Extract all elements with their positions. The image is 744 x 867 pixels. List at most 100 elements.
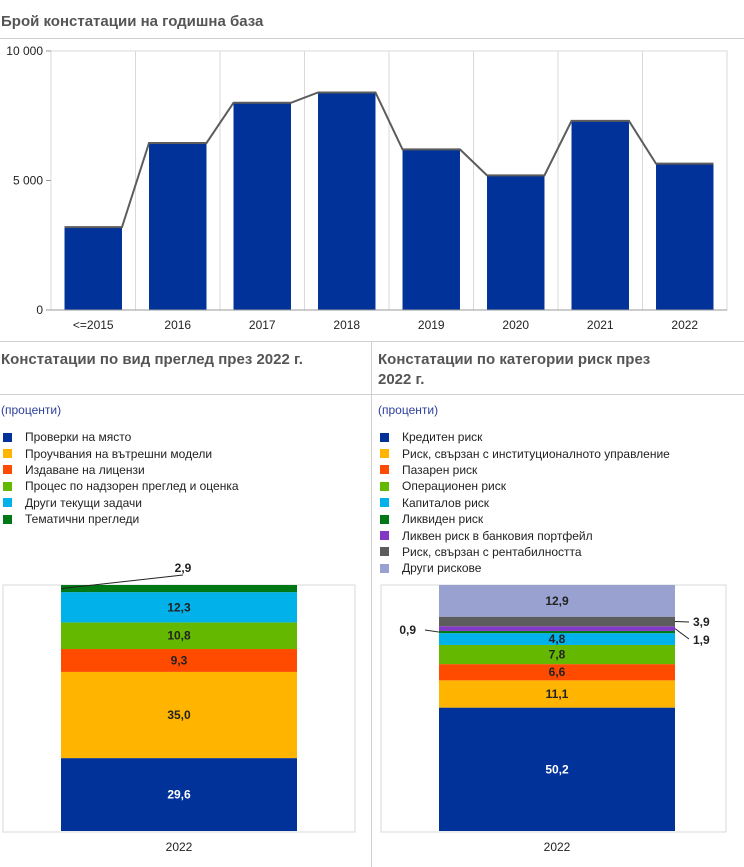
- legend-label: Операционен риск: [402, 479, 506, 494]
- legend-label: Проучвания на вътрешни модели: [25, 446, 213, 461]
- x-tick-label: 2020: [502, 318, 529, 332]
- left-stacked-bar-chart: 29,6 35,0 9,3 10,8 12,3 2,9 2022: [2, 561, 356, 854]
- legend-swatch: [3, 465, 12, 475]
- right-chart-title: Констатации по категории риск през 2022 …: [378, 350, 650, 390]
- connector-line: [64, 91, 714, 229]
- legend-item: Риск, свързан с институционалното управл…: [380, 445, 670, 461]
- data-label: 10,8: [167, 629, 191, 643]
- bar: [487, 175, 545, 310]
- left-unit-note: (проценти): [1, 403, 62, 417]
- bar-segment: [61, 622, 297, 650]
- x-tick-label: 2018: [333, 318, 360, 332]
- legend-item: Други текущи задачи: [3, 495, 239, 511]
- legend-swatch: [380, 531, 389, 541]
- legend-item: Ликвен риск в банковия портфейл: [380, 527, 670, 543]
- right-title-line1: Констатации по категории риск през: [378, 351, 651, 368]
- legend-item: Други рискове: [380, 560, 670, 576]
- legend-item: Ликвиден риск: [380, 511, 670, 527]
- legend-item: Капиталов риск: [380, 495, 670, 511]
- y-tick-label: 10 000: [6, 44, 43, 58]
- legend-item: Проучвания на вътрешни модели: [3, 445, 239, 461]
- legend-swatch: [380, 498, 389, 508]
- data-label: 12,9: [545, 594, 569, 608]
- bar-segment: [439, 616, 675, 627]
- left-legend: Проверки на място Проучвания на вътрешни …: [3, 429, 239, 527]
- legend-item: Издаване на лицензи: [3, 462, 239, 478]
- legend-item: Пазарен риск: [380, 462, 670, 478]
- legend-swatch: [380, 563, 389, 573]
- legend-swatch: [380, 449, 389, 459]
- legend-swatch: [3, 432, 12, 442]
- bar-segment: [439, 585, 675, 617]
- top-bar-chart: 0 5 000 10 000 <=2015 2016 2017 2018 2019 2020 20…: [6, 44, 728, 332]
- legend-swatch: [380, 432, 389, 442]
- legend-label: Проверки на място: [25, 430, 132, 445]
- x-tick-label: 2021: [587, 318, 614, 332]
- bar-segment: [439, 644, 675, 665]
- legend-swatch: [3, 498, 12, 508]
- data-label: 9,3: [171, 653, 188, 667]
- bar-segment: [439, 633, 675, 645]
- legend-label: Ликвиден риск: [402, 512, 484, 527]
- leader-line: [424, 629, 440, 633]
- bar: [656, 163, 714, 310]
- legend-item: Кредитен риск: [380, 429, 670, 445]
- legend-label: Други текущи задачи: [25, 495, 142, 510]
- legend-label: Издаване на лицензи: [25, 462, 145, 477]
- legend-item: Проверки на място: [3, 429, 239, 445]
- left-title-separator: [0, 394, 371, 395]
- bar-segment: [61, 592, 297, 623]
- data-label: 3,9: [693, 615, 710, 629]
- legend-label: Риск, свързан с рентабилността: [402, 544, 582, 559]
- y-tick-label: 0: [36, 303, 43, 317]
- bar: [318, 92, 376, 310]
- left-chart-title: Констатации по вид преглед през 2022 г.: [1, 351, 303, 368]
- data-label: 12,3: [167, 600, 191, 614]
- legend-item: Тематични прегледи: [3, 511, 239, 527]
- data-label: 6,6: [549, 665, 566, 679]
- x-tick-label: 2016: [164, 318, 191, 332]
- x-tick-label: 2017: [249, 318, 276, 332]
- bar: [64, 227, 122, 310]
- legend-swatch: [3, 481, 12, 491]
- legend-item: Риск, свързан с рентабилността: [380, 544, 670, 560]
- right-legend: Кредитен риск Риск, свързан с институцион…: [380, 429, 670, 577]
- bar: [571, 120, 629, 311]
- leader-line: [674, 620, 690, 623]
- bar-segment: [61, 649, 297, 672]
- right-title-line2: 2022 г.: [378, 371, 425, 388]
- data-label: 11,1: [546, 687, 569, 701]
- legend-swatch: [380, 465, 389, 475]
- x-tick-label: <=2015: [73, 318, 114, 332]
- x-tick-label: 2019: [418, 318, 445, 332]
- bar-segment: [61, 585, 297, 593]
- legend-swatch: [3, 514, 12, 524]
- right-stacked-bar-chart: 50,2 11,1 6,6 7,8 4,8 0,9 1,9 3,9 12,9 2022: [380, 584, 727, 854]
- legend-swatch: [380, 514, 389, 524]
- bar-segment: [439, 630, 675, 634]
- data-label: 4,8: [549, 632, 566, 646]
- section-separator: [0, 341, 744, 342]
- legend-swatch: [3, 449, 12, 459]
- legend-swatch: [380, 481, 389, 491]
- top-chart-title: Брой констатации на годишна база: [1, 13, 264, 30]
- legend-label: Кредитен риск: [402, 430, 483, 445]
- bar-segment: [439, 664, 675, 681]
- legend-label: Пазарен риск: [402, 462, 478, 477]
- bar-segment: [61, 671, 297, 759]
- bar-segment: [61, 758, 297, 831]
- bar-segment: [439, 707, 675, 831]
- legend-item: Процес по надзорен преглед и оценка: [3, 478, 239, 494]
- data-label: 0,9: [399, 623, 416, 637]
- bar-segment: [439, 626, 675, 631]
- legend-label: Ликвен риск в банковия портфейл: [402, 528, 593, 543]
- legend-label: Процес по надзорен преглед и оценка: [25, 479, 239, 494]
- leader-line: [674, 628, 690, 640]
- bar: [402, 149, 460, 310]
- legend-item: Операционен риск: [380, 478, 670, 494]
- data-label: 29,6: [167, 788, 191, 802]
- bar: [149, 142, 207, 310]
- bar: [233, 102, 291, 310]
- legend-label: Други рискове: [402, 561, 482, 576]
- x-tick-label: 2022: [166, 840, 193, 854]
